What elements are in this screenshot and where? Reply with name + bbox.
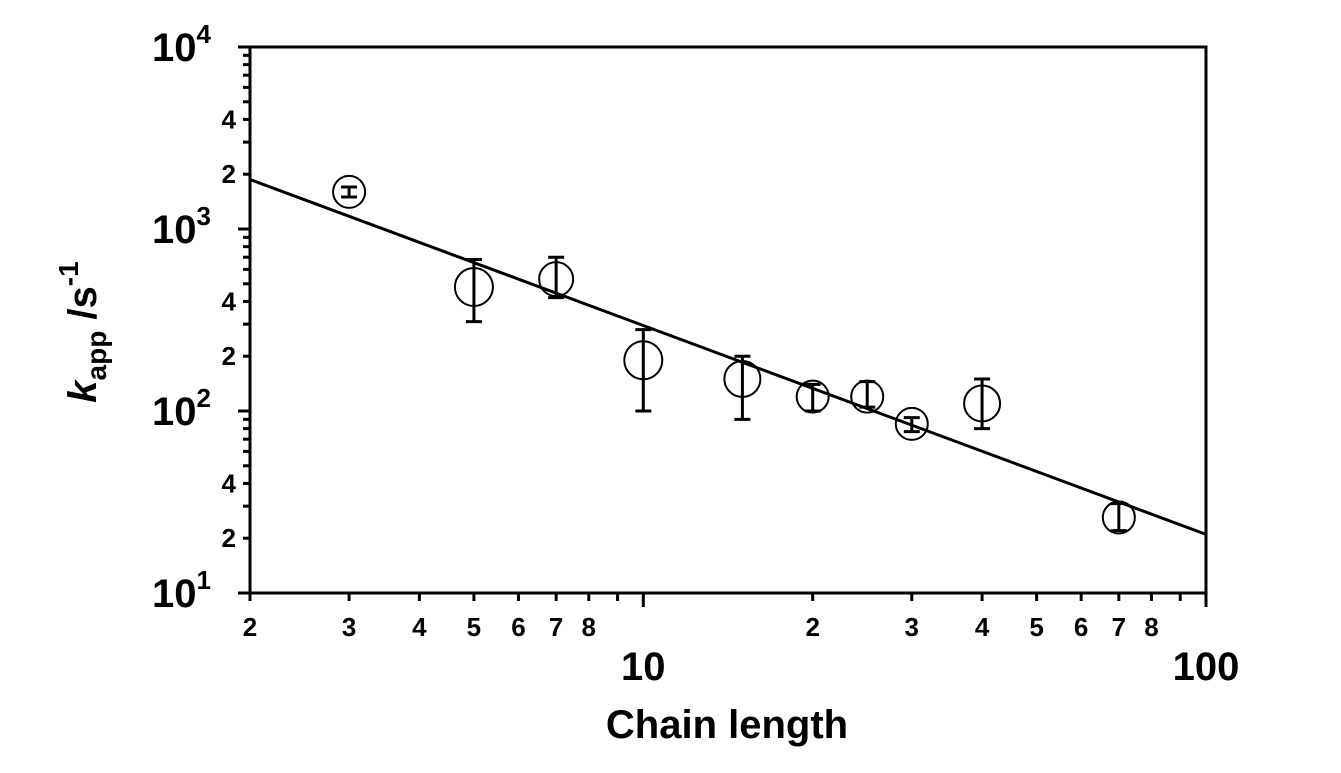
x-axis-label: Chain length <box>606 703 848 747</box>
x-minor-tick-label: 3 <box>905 612 919 642</box>
axes-layer <box>248 45 1208 595</box>
x-minor-tick-label: 7 <box>1112 612 1126 642</box>
data-point <box>850 379 885 414</box>
x-major-tick-label: 10 <box>621 645 666 689</box>
x-minor-tick-label: 4 <box>412 612 427 642</box>
data-point <box>623 328 664 413</box>
data-point <box>795 379 830 414</box>
y-major-tick-label: 103 <box>152 201 211 252</box>
data-point-marker <box>332 174 367 209</box>
data-point <box>453 257 494 324</box>
x-minor-tick-label: 7 <box>549 612 563 642</box>
plot-frame <box>248 45 1208 595</box>
y-major-tick-label: 101 <box>152 565 211 616</box>
y-major-tick-exponent: 1 <box>197 565 211 595</box>
y-major-tick-base: 10 <box>152 208 197 252</box>
x-major-tick-label: 100 <box>1173 645 1240 689</box>
fit-line-layer <box>249 178 1207 536</box>
ticks-layer <box>238 45 1208 607</box>
data-point-marker <box>795 379 830 414</box>
x-minor-tick-label: 5 <box>467 612 481 642</box>
data-point <box>894 406 929 441</box>
y-minor-tick-label: 2 <box>222 523 236 553</box>
y-axis-label: kapp /s-1 <box>53 261 112 402</box>
y-minor-tick-label: 2 <box>222 341 236 371</box>
x-minor-tick-label: 5 <box>1029 612 1043 642</box>
x-minor-tick-label: 6 <box>1074 612 1088 642</box>
y-axis-label-unit: /s <box>61 286 105 330</box>
y-major-tick-base: 10 <box>152 26 197 70</box>
x-minor-tick-label: 8 <box>582 612 596 642</box>
y-axis-label-main: k <box>61 379 105 403</box>
y-minor-tick-label: 4 <box>222 286 237 316</box>
data-point <box>538 255 575 300</box>
data-point <box>723 354 762 421</box>
y-major-tick-exponent: 2 <box>197 383 211 413</box>
y-axis-label-sub: app <box>81 331 112 381</box>
data-points-layer <box>332 174 1136 535</box>
y-major-tick-exponent: 4 <box>197 19 212 49</box>
y-major-tick-label: 102 <box>152 383 211 434</box>
x-minor-tick-label: 2 <box>805 612 819 642</box>
fit-line <box>249 178 1207 536</box>
x-minor-tick-label: 4 <box>975 612 990 642</box>
data-point-marker <box>1101 500 1136 535</box>
data-point <box>963 377 1002 431</box>
y-major-tick-exponent: 3 <box>197 201 211 231</box>
y-major-tick-base: 10 <box>152 572 197 616</box>
x-minor-tick-label: 6 <box>511 612 525 642</box>
data-point <box>332 174 367 209</box>
x-minor-tick-label: 8 <box>1144 612 1158 642</box>
y-axis-label-unit-sup: -1 <box>53 261 84 286</box>
data-point <box>1101 500 1136 535</box>
y-minor-tick-label: 4 <box>222 104 237 134</box>
y-minor-tick-label: 4 <box>222 468 237 498</box>
y-major-tick-label: 104 <box>152 19 212 70</box>
data-point-marker <box>894 406 929 441</box>
x-minor-tick-label: 2 <box>243 612 257 642</box>
y-major-tick-base: 10 <box>152 390 197 434</box>
y-minor-tick-label: 2 <box>222 159 236 189</box>
x-minor-tick-label: 3 <box>342 612 356 642</box>
